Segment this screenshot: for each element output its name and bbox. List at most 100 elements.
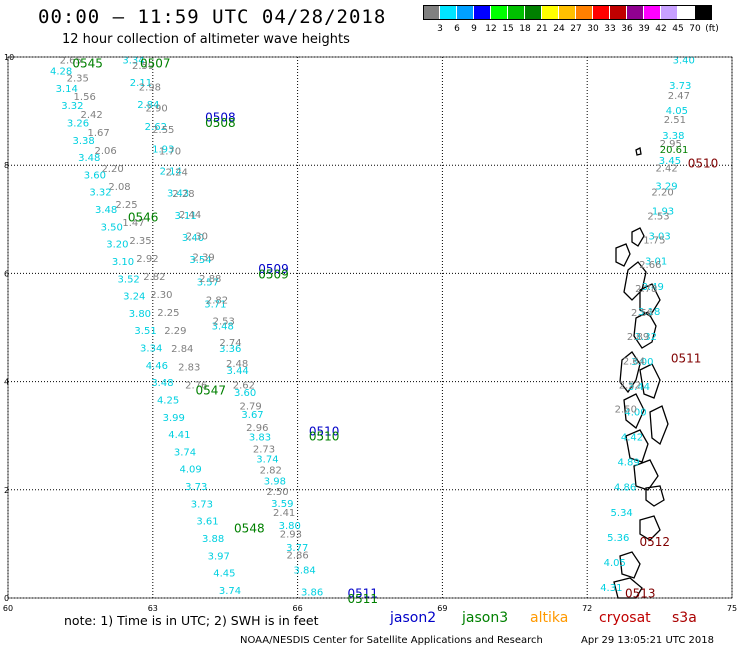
swh-value: 3.48 xyxy=(151,378,173,389)
color-swatch xyxy=(474,5,490,20)
pass-number-label: 0513 xyxy=(625,587,656,601)
swh-value: 3.32 xyxy=(635,332,657,343)
swh-value: 2.29 xyxy=(164,326,186,337)
swh-value: 4.41 xyxy=(168,430,190,441)
swh-value: 20.61 xyxy=(660,145,689,156)
pass-number-label: 0547 xyxy=(195,384,226,398)
swh-value: 2.82 xyxy=(143,272,165,283)
swh-value: 3.26 xyxy=(67,118,89,129)
swh-value: 3.45 xyxy=(659,156,681,167)
swh-value: 2.78 xyxy=(635,284,657,295)
swh-value: 4.46 xyxy=(146,361,168,372)
swh-value: 2.47 xyxy=(668,91,690,102)
swh-value: 3.98 xyxy=(264,477,286,488)
color-swatch xyxy=(644,5,660,20)
pass-number-label: 0510 xyxy=(309,424,340,438)
pass-number-label: 0510 xyxy=(309,430,340,444)
color-swatch xyxy=(559,5,575,20)
swh-value: 3.61 xyxy=(196,517,218,528)
swh-value: 2.74 xyxy=(219,338,241,349)
swh-value: 3.60 xyxy=(84,170,106,181)
swh-value: 3.11 xyxy=(174,211,196,222)
swh-value: 3.29 xyxy=(655,181,677,192)
swh-value: 2.92 xyxy=(136,254,158,265)
pass-number-label: 0511 xyxy=(347,592,378,606)
legend-s3a: s3a xyxy=(672,610,697,626)
swh-value: 2.59 xyxy=(132,61,154,72)
swh-value: 3.40 xyxy=(673,56,695,67)
swh-value: 2.89 xyxy=(627,332,649,343)
swh-value: 3.34 xyxy=(140,344,162,355)
chart-subtitle: 12 hour collection of altimeter wave hei… xyxy=(62,32,350,47)
swh-value: 1.93 xyxy=(652,206,674,217)
swh-value: 3.48 xyxy=(95,205,117,216)
swh-value: 2.66 xyxy=(639,260,661,271)
x-tick-label: 60 xyxy=(3,604,13,613)
swh-value: 2.90 xyxy=(145,104,167,115)
color-scale-label: 33 xyxy=(604,24,616,34)
swh-value: 3.80 xyxy=(129,309,151,320)
swh-value: 4.86 xyxy=(614,483,636,494)
swh-value: 3.38 xyxy=(72,136,94,147)
swh-value: 3.32 xyxy=(61,101,83,112)
coastline-outline xyxy=(623,393,645,430)
swh-value: 2.55 xyxy=(152,125,174,136)
swh-value: 2.20 xyxy=(651,187,673,198)
swh-value: 2.30 xyxy=(186,231,208,242)
swh-value: 2.06 xyxy=(94,146,116,157)
swh-value: 3.74 xyxy=(219,586,241,597)
swh-value: 2.11 xyxy=(130,78,152,89)
coastline-outline xyxy=(645,485,665,507)
swh-value: 2.62 xyxy=(145,122,167,133)
swh-value: 2.53 xyxy=(213,317,235,328)
color-swatch xyxy=(593,5,609,20)
swh-value: 2.82 xyxy=(260,466,282,477)
coastline-outline xyxy=(615,243,631,267)
pass-number-label: 0509 xyxy=(258,267,289,281)
color-swatch xyxy=(423,5,439,20)
swh-value: 4.09 xyxy=(179,465,201,476)
coastline-outline xyxy=(633,311,657,349)
swh-value: 3.77 xyxy=(286,543,308,554)
swh-value: 2.41 xyxy=(273,508,295,519)
swh-value: 2.39 xyxy=(192,253,214,264)
color-scale-label: 6 xyxy=(454,24,460,34)
swh-value: 3.57 xyxy=(197,277,219,288)
swh-value: 4.45 xyxy=(213,569,235,580)
color-scale-label: 30 xyxy=(587,24,599,34)
swh-value: 2.83 xyxy=(178,362,200,373)
swh-value: 3.32 xyxy=(89,188,111,199)
swh-value: 4.05 xyxy=(666,106,688,117)
pass-number-label: 0548 xyxy=(234,522,265,536)
swh-value: 3.60 xyxy=(234,388,256,399)
coastline-outline xyxy=(639,283,661,317)
swh-value: 2.53 xyxy=(647,212,669,223)
pass-number-label: 0512 xyxy=(639,535,670,549)
swh-value: 3.44 xyxy=(628,382,650,393)
swh-value: 3.44 xyxy=(227,366,249,377)
swh-value: 2.95 xyxy=(660,139,682,150)
swh-value: 4.42 xyxy=(621,432,643,443)
credit-line: NOAA/NESDIS Center for Satellite Applica… xyxy=(240,635,543,646)
swh-value: 3.52 xyxy=(118,274,140,285)
swh-value: 3.73 xyxy=(191,499,213,510)
pass-number-label: 0509 xyxy=(258,262,289,276)
color-swatch xyxy=(627,5,643,20)
swh-value: 3.00 xyxy=(631,357,653,368)
color-scale-label: 12 xyxy=(485,24,497,34)
plot-frame xyxy=(7,56,733,599)
swh-value: 4.25 xyxy=(157,395,179,406)
swh-value: 3.10 xyxy=(112,257,134,268)
swh-value: 2.48 xyxy=(226,359,248,370)
coastline-outline xyxy=(625,429,649,463)
swh-value: 3.99 xyxy=(163,413,185,424)
y-tick-label: 0 xyxy=(4,594,9,603)
y-tick-label: 2 xyxy=(4,486,9,495)
swh-value: 3.74 xyxy=(174,447,196,458)
color-swatch xyxy=(678,5,694,20)
swh-value: 5.34 xyxy=(611,508,633,519)
legend-altika: altika xyxy=(530,610,569,626)
swh-value: 3.74 xyxy=(256,455,278,466)
coastline-outline xyxy=(631,227,645,247)
